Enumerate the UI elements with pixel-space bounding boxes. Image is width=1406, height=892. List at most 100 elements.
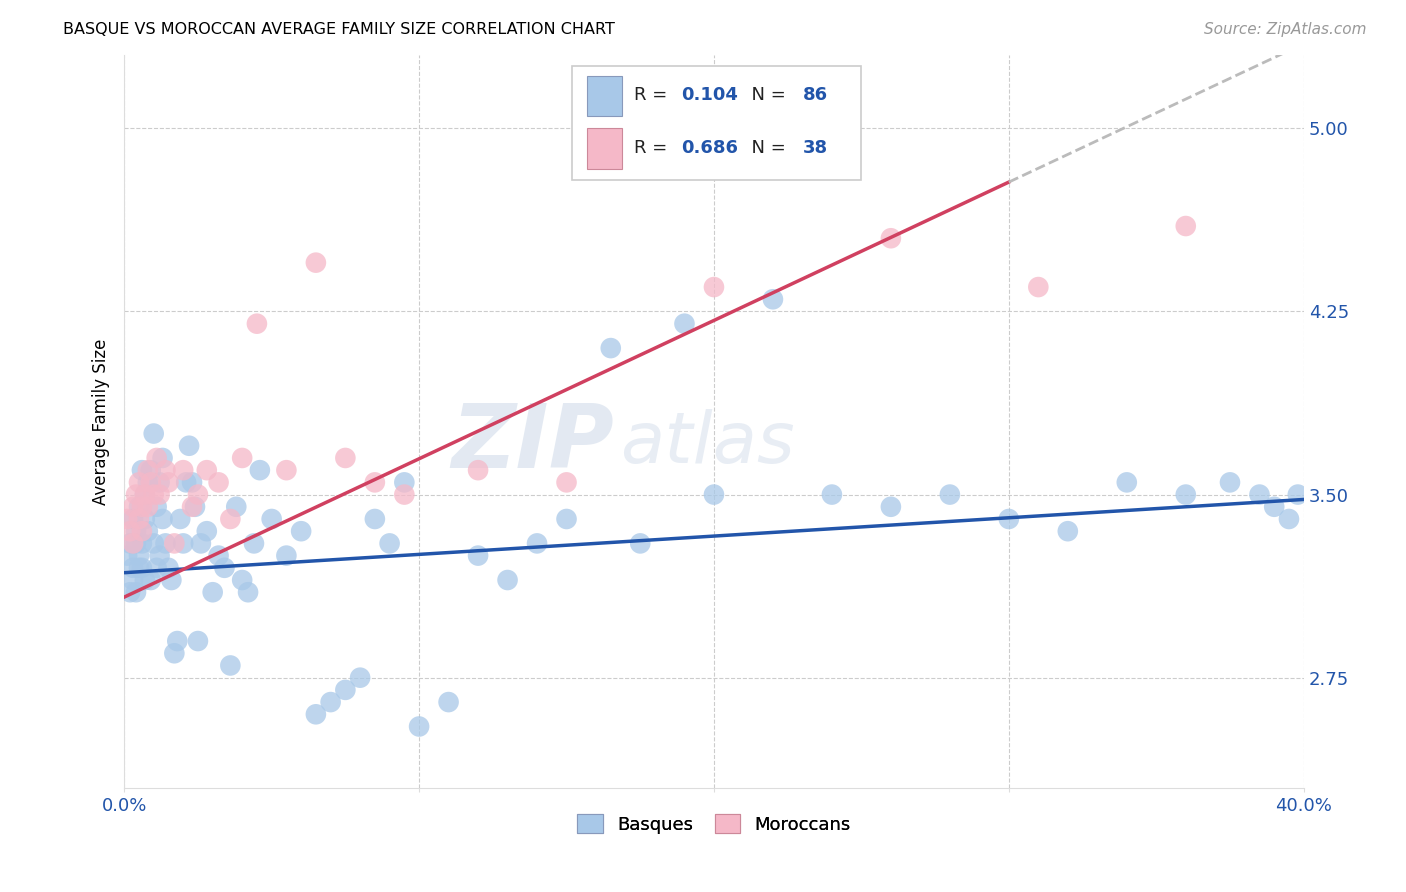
Point <box>149 475 172 490</box>
Point <box>142 487 165 501</box>
Text: R =: R = <box>634 87 672 104</box>
Point <box>139 475 162 490</box>
Point <box>136 524 159 539</box>
Text: BASQUE VS MOROCCAN AVERAGE FAMILY SIZE CORRELATION CHART: BASQUE VS MOROCCAN AVERAGE FAMILY SIZE C… <box>63 22 616 37</box>
Point <box>599 341 621 355</box>
Point <box>496 573 519 587</box>
Point <box>187 487 209 501</box>
Point <box>155 536 177 550</box>
Point <box>1174 219 1197 233</box>
Point <box>236 585 259 599</box>
Point <box>122 561 145 575</box>
Point <box>1174 487 1197 501</box>
Point <box>219 512 242 526</box>
Point <box>467 463 489 477</box>
Point <box>184 500 207 514</box>
Point <box>131 536 153 550</box>
Point <box>880 231 903 245</box>
Point <box>131 463 153 477</box>
Point <box>190 536 212 550</box>
Point <box>122 573 145 587</box>
Point <box>214 561 236 575</box>
Point <box>136 463 159 477</box>
Text: ZIP: ZIP <box>451 400 613 487</box>
Text: R =: R = <box>634 139 672 157</box>
Point <box>249 463 271 477</box>
Point <box>276 549 298 563</box>
Point <box>115 512 138 526</box>
Point <box>290 524 312 539</box>
Point <box>163 536 186 550</box>
Point <box>157 561 180 575</box>
Point <box>125 524 148 539</box>
Point <box>128 512 150 526</box>
Point <box>939 487 962 501</box>
Text: Source: ZipAtlas.com: Source: ZipAtlas.com <box>1204 22 1367 37</box>
Point <box>201 585 224 599</box>
Point <box>120 536 142 550</box>
Point <box>163 646 186 660</box>
Point <box>181 475 204 490</box>
Text: atlas: atlas <box>620 409 794 478</box>
Point <box>1056 524 1078 539</box>
Point <box>195 524 218 539</box>
Point <box>149 487 172 501</box>
Point <box>526 536 548 550</box>
Point <box>134 573 156 587</box>
Point <box>821 487 844 501</box>
Point <box>172 536 194 550</box>
Point <box>169 512 191 526</box>
Point <box>1263 500 1285 514</box>
Point <box>305 707 328 722</box>
Point <box>1026 280 1049 294</box>
FancyBboxPatch shape <box>572 66 862 179</box>
Y-axis label: Average Family Size: Average Family Size <box>93 338 110 505</box>
Point <box>172 463 194 477</box>
Text: N =: N = <box>740 139 792 157</box>
Point <box>998 512 1021 526</box>
Point <box>145 500 167 514</box>
Point <box>243 536 266 550</box>
Point <box>134 487 156 501</box>
Point <box>305 255 328 269</box>
Point <box>134 512 156 526</box>
Point <box>145 561 167 575</box>
FancyBboxPatch shape <box>586 128 621 169</box>
Point <box>225 500 247 514</box>
Point <box>335 682 357 697</box>
Point <box>128 475 150 490</box>
Point <box>128 500 150 514</box>
Point <box>555 512 578 526</box>
Point <box>1286 487 1309 501</box>
Point <box>195 463 218 477</box>
Point <box>394 487 416 501</box>
Point <box>125 536 148 550</box>
Point <box>1278 512 1301 526</box>
Point <box>120 585 142 599</box>
Point <box>364 475 387 490</box>
Point <box>136 475 159 490</box>
Point <box>467 549 489 563</box>
Point <box>142 426 165 441</box>
Point <box>134 487 156 501</box>
Point <box>364 512 387 526</box>
Point <box>276 463 298 477</box>
Point <box>628 536 651 550</box>
Point <box>394 475 416 490</box>
Point <box>408 719 430 733</box>
Point <box>128 549 150 563</box>
Point <box>231 450 253 465</box>
Point <box>187 634 209 648</box>
Text: 38: 38 <box>803 139 828 157</box>
Point <box>139 573 162 587</box>
Point <box>174 475 197 490</box>
Point <box>139 463 162 477</box>
Point <box>703 487 725 501</box>
Point <box>349 671 371 685</box>
Point <box>177 439 200 453</box>
Point <box>125 585 148 599</box>
Point <box>181 500 204 514</box>
Point <box>335 450 357 465</box>
Point <box>260 512 283 526</box>
Point <box>378 536 401 550</box>
